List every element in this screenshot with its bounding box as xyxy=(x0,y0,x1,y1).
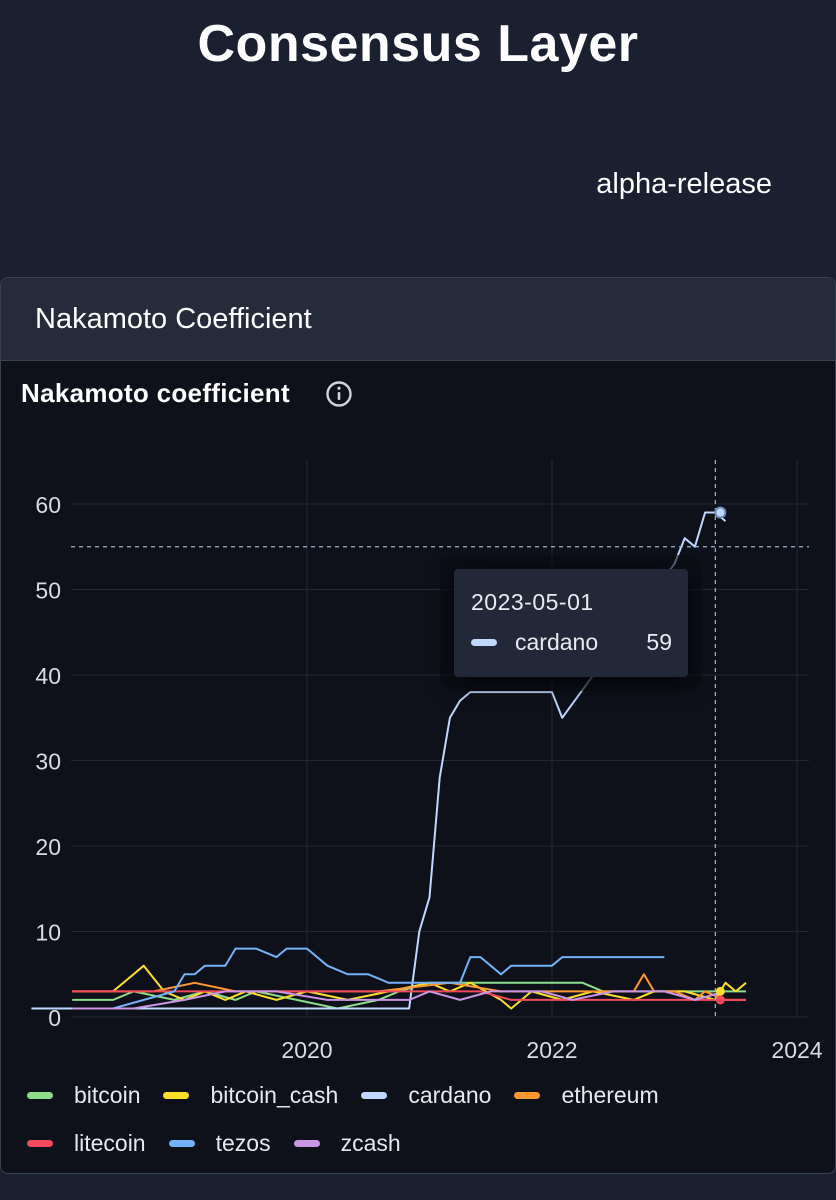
chart-title: Nakamoto coefficient xyxy=(21,378,290,408)
legend-item-litecoin[interactable]: litecoin xyxy=(27,1130,146,1157)
legend-swatch-zcash xyxy=(293,1139,320,1147)
legend-swatch-litecoin xyxy=(27,1139,53,1147)
y-tick-label: 0 xyxy=(48,1005,61,1031)
release-tag: alpha-release xyxy=(596,168,772,200)
legend-row: litecoin tezos zcash xyxy=(27,1119,827,1167)
legend-item-tezos[interactable]: tezos xyxy=(168,1129,271,1157)
hover-point-cardano xyxy=(714,506,727,519)
legend-label-bitcoin: bitcoin xyxy=(74,1081,141,1108)
legend-swatch-ethereum xyxy=(514,1091,541,1099)
tooltip-value: 59 xyxy=(646,629,672,655)
tooltip-series-name: cardano xyxy=(515,629,599,655)
legend-label-cardano: cardano xyxy=(408,1081,492,1108)
chart-svg[interactable]: 0 10 20 30 40 50 60 2020 2022 2024 xyxy=(1,278,835,1173)
x-tick-label: 2024 xyxy=(771,1037,822,1063)
legend-row: bitcoin bitcoin_cash cardano ethereum xyxy=(27,1071,827,1119)
page-title: Consensus Layer xyxy=(197,15,639,73)
x-tick-label: 2020 xyxy=(281,1037,332,1063)
panel-header[interactable]: Nakamoto Coefficient xyxy=(1,278,835,361)
chart-title-row: Nakamoto coefficient xyxy=(21,378,354,409)
chart-panel: Nakamoto Coefficient 0 10 20 30 40 50 60 2020 20… xyxy=(0,277,836,1174)
x-tick-label: 2022 xyxy=(526,1037,577,1063)
tooltip-date: 2023-05-01 xyxy=(471,589,594,615)
y-tick-label: 30 xyxy=(35,749,61,775)
hover-point-bitcoin-cash xyxy=(715,986,725,996)
tooltip-row: cardano 59 xyxy=(471,629,672,656)
legend-item-cardano[interactable]: cardano xyxy=(361,1082,491,1109)
legend-label-bitcoin-cash: bitcoin_cash xyxy=(210,1081,339,1108)
series-line-ethereum xyxy=(72,973,746,1001)
series-line-tezos xyxy=(112,947,665,1010)
hover-point-litecoin xyxy=(715,995,725,1005)
legend-swatch-bitcoin xyxy=(27,1091,53,1099)
y-tick-label: 50 xyxy=(35,578,61,604)
tooltip-swatch xyxy=(471,639,497,646)
series-line-zcash xyxy=(72,990,726,1010)
legend-swatch-cardano xyxy=(361,1091,388,1099)
panel-title: Nakamoto Coefficient xyxy=(35,302,312,335)
legend-item-zcash[interactable]: zcash xyxy=(293,1129,401,1157)
y-tick-label: 10 xyxy=(35,920,61,946)
legend-item-bitcoin-cash[interactable]: bitcoin_cash xyxy=(163,1082,338,1109)
series-line-cardano xyxy=(31,511,727,1010)
y-tick-label: 40 xyxy=(35,663,61,689)
legend-label-zcash: zcash xyxy=(340,1129,401,1156)
tooltip: 2023-05-01 cardano 59 xyxy=(454,569,688,677)
y-tick-label: 20 xyxy=(35,834,61,860)
legend-label-litecoin: litecoin xyxy=(74,1129,146,1156)
y-tick-label: 60 xyxy=(35,492,61,518)
legend-label-tezos: tezos xyxy=(215,1129,271,1156)
legend: bitcoin bitcoin_cash cardano ethereum li… xyxy=(27,1071,827,1167)
legend-item-ethereum[interactable]: ethereum xyxy=(514,1081,659,1109)
legend-label-ethereum: ethereum xyxy=(561,1081,659,1108)
legend-swatch-bitcoin-cash xyxy=(163,1091,190,1099)
legend-item-bitcoin[interactable]: bitcoin xyxy=(27,1082,140,1109)
info-icon[interactable] xyxy=(324,379,354,409)
legend-swatch-tezos xyxy=(168,1139,195,1147)
